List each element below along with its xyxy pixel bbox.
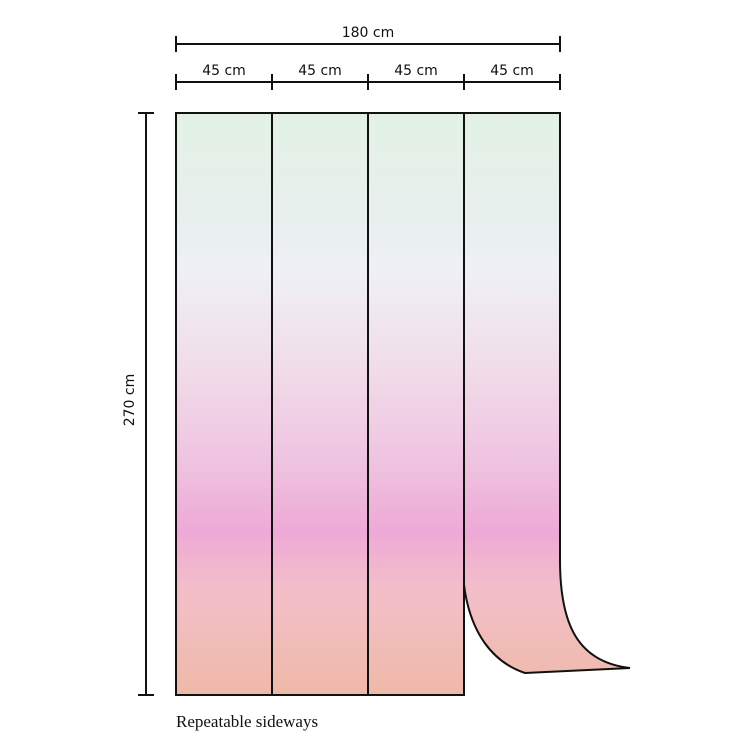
panel-width-label: 45 cm (394, 63, 438, 79)
panel (367, 112, 465, 696)
total-width-label: 180 cm (342, 25, 395, 41)
panel-width-label: 45 cm (202, 63, 246, 79)
peeling-panel (463, 112, 631, 675)
panel (175, 112, 273, 696)
height-dimension: 270 cm (122, 112, 154, 696)
height-label: 270 cm (122, 374, 138, 427)
caption: Repeatable sideways (176, 712, 318, 731)
panel (271, 112, 369, 696)
panel-width-label: 45 cm (298, 63, 342, 79)
total-width-dimension: 180 cm (175, 25, 561, 52)
panels (175, 112, 631, 696)
panel-width-label: 45 cm (490, 63, 534, 79)
panel-width-dimensions: 45 cm 45 cm 45 cm 45 cm (175, 63, 561, 90)
